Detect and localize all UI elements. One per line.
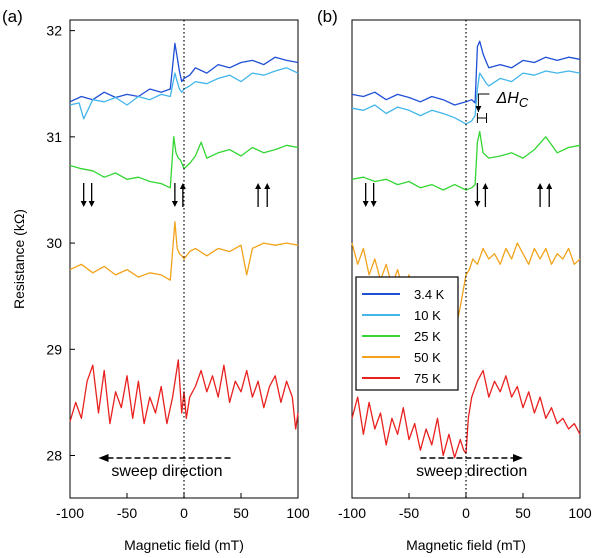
y-axis-title: Resistance (kΩ): [11, 209, 27, 309]
panel-a-x-axis-title: Magnetic field (mT): [124, 537, 244, 553]
panel-a-y-tick-label: 31: [46, 129, 62, 145]
down-arrow-head-icon: [362, 201, 369, 207]
panel-a-series-10-k-line: [69, 67, 299, 120]
up-arrow-head-icon: [482, 183, 489, 189]
up-arrow-head-icon: [546, 183, 553, 189]
sweep-direction-label: sweep direction: [416, 463, 527, 480]
panel-a-series: [69, 42, 299, 430]
panel-a-y-tick-label: 30: [46, 235, 62, 251]
panel-b-x-tick-label: -100: [338, 505, 366, 521]
down-arrow-head-icon: [88, 201, 95, 207]
panel-a-y-tick-label: 32: [46, 23, 62, 39]
panel-a-x-tick-label: -100: [56, 505, 84, 521]
legend-entry-label: 50 K: [414, 350, 441, 365]
legend-entry-label: 75 K: [414, 371, 441, 386]
panel-a-series-3-4-k-line: [69, 42, 299, 103]
panel-b-x-axis-title: Magnetic field (mT): [406, 537, 526, 553]
panel-b-x-tick-label: -50: [399, 505, 419, 521]
panel-b-plot: -100 -50 0 50 100 sweep direction ΔHC 3.4 K 10 …: [338, 19, 592, 521]
down-arrow-head-icon: [80, 201, 87, 207]
panel-a-ticks: -100 -50 0 50 100 28 29 30 31 32: [46, 23, 309, 521]
delta-hc-main: ΔH: [496, 90, 520, 107]
panel-b-x-tick-label: 0: [462, 505, 470, 521]
up-arrow-head-icon: [264, 183, 271, 189]
legend-entry-label: 3.4 K: [414, 287, 445, 302]
up-arrow-head-icon: [255, 183, 262, 189]
panel-b-letter: (b): [317, 7, 338, 26]
panel-a-letter: (a): [2, 7, 23, 26]
legend-entry-label: 25 K: [414, 329, 441, 344]
panel-b-series-25-k-line: [351, 130, 581, 191]
panel-a-x-tick-label: 50: [233, 505, 249, 521]
panel-a-annotations: sweep direction: [80, 20, 271, 498]
delta-hc-subscript: C: [519, 95, 529, 110]
panel-a-series-25-k-line: [69, 136, 299, 189]
panel-b-series-10-k-line: [351, 70, 581, 125]
panel-b-x-tick-label: 50: [515, 505, 531, 521]
delta-hc-annotation: ΔHC: [496, 90, 529, 110]
panel-b-series-3-4-k-line: [351, 40, 581, 106]
right-arrow-head-icon: [513, 454, 523, 462]
panel-a-x-tick-label: 100: [286, 505, 310, 521]
delta-hc-arrow-head-icon: [475, 106, 482, 112]
delta-hc-leader-line: [477, 93, 490, 112]
down-arrow-head-icon: [474, 201, 481, 207]
panel-b-annotations: sweep direction ΔHC 3.4 K 10 K 25 K 50 K 75 K: [355, 20, 553, 498]
panel-b-ticks: -100 -50 0 50 100: [338, 493, 592, 521]
panel-a-y-tick-label: 29: [46, 341, 62, 357]
panel-b-legend: 3.4 K 10 K 25 K 50 K 75 K: [355, 276, 459, 391]
down-arrow-head-icon: [171, 201, 178, 207]
panel-b-frame: [351, 19, 581, 499]
down-arrow-head-icon: [370, 201, 377, 207]
up-arrow-head-icon: [537, 183, 544, 189]
panel-a-series-75-k-line: [69, 359, 299, 430]
panel-a-x-tick-label: 0: [180, 505, 188, 521]
up-arrow-head-icon: [179, 183, 186, 189]
panel-a-series-50-k-line: [69, 221, 299, 281]
panel-a-x-tick-label: -50: [117, 505, 137, 521]
sweep-direction-label: sweep direction: [111, 463, 222, 480]
legend-frame: [355, 276, 459, 391]
panel-b-x-tick-label: 100: [568, 505, 592, 521]
left-arrow-head-icon: [98, 454, 109, 462]
legend-entry-label: 10 K: [414, 308, 441, 323]
panel-a-plot: -100 -50 0 50 100 28 29 30 31 32 sweep direction: [46, 19, 310, 521]
panel-a-y-tick-label: 28: [46, 448, 62, 464]
